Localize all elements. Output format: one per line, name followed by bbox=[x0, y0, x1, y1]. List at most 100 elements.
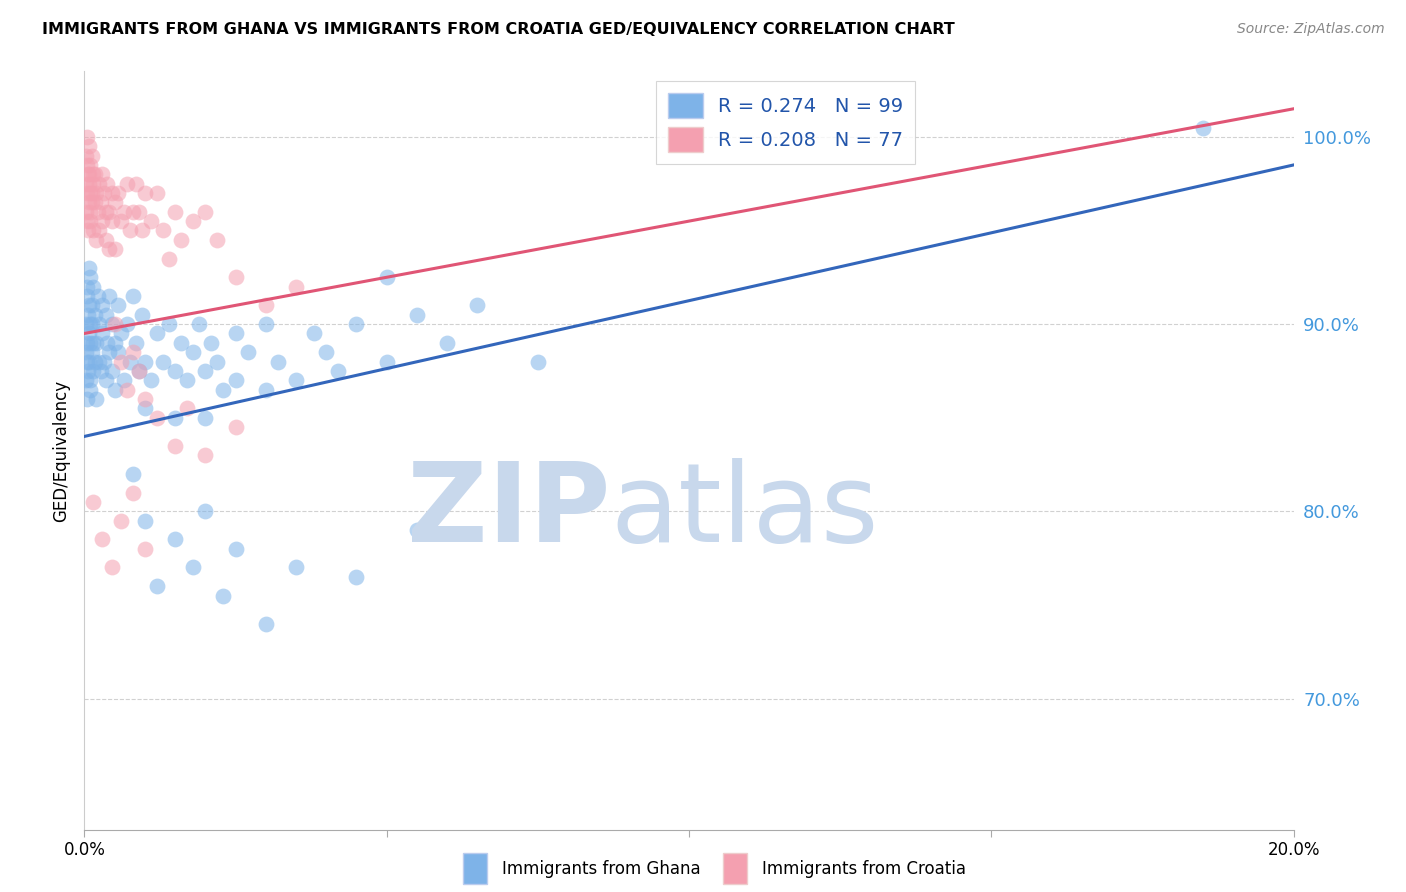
Point bbox=[91, 298, 114, 312]
Point bbox=[79, 158, 101, 172]
Point bbox=[79, 373, 101, 387]
Point bbox=[121, 289, 143, 303]
Point bbox=[104, 195, 127, 210]
Point bbox=[128, 364, 150, 378]
Point bbox=[90, 364, 112, 378]
Point bbox=[100, 317, 122, 331]
Point bbox=[125, 177, 148, 191]
Point bbox=[121, 204, 143, 219]
Point bbox=[212, 589, 235, 603]
Point bbox=[94, 373, 117, 387]
Point bbox=[254, 616, 277, 631]
Point bbox=[79, 204, 101, 219]
Point bbox=[89, 223, 111, 237]
Point bbox=[79, 383, 101, 397]
Point bbox=[76, 354, 98, 368]
Point bbox=[100, 560, 122, 574]
Point bbox=[97, 204, 120, 219]
Point bbox=[176, 401, 198, 416]
Point bbox=[181, 560, 204, 574]
Point bbox=[146, 186, 169, 200]
Y-axis label: GED/Equivalency: GED/Equivalency bbox=[52, 379, 70, 522]
Point bbox=[115, 177, 138, 191]
Point bbox=[225, 373, 247, 387]
Point bbox=[75, 177, 97, 191]
Point bbox=[121, 485, 143, 500]
Point bbox=[100, 186, 122, 200]
Point bbox=[100, 214, 122, 228]
Point bbox=[86, 392, 108, 406]
Point bbox=[104, 383, 127, 397]
Point bbox=[91, 214, 114, 228]
Point bbox=[77, 326, 100, 341]
Point bbox=[328, 364, 350, 378]
Point bbox=[80, 345, 103, 359]
Point bbox=[406, 523, 429, 537]
Point bbox=[94, 233, 117, 247]
Text: Source: ZipAtlas.com: Source: ZipAtlas.com bbox=[1237, 22, 1385, 37]
Point bbox=[181, 214, 204, 228]
Point bbox=[82, 279, 104, 293]
Point bbox=[75, 204, 97, 219]
Point bbox=[254, 298, 277, 312]
Point bbox=[77, 177, 100, 191]
Text: Immigrants from Croatia: Immigrants from Croatia bbox=[762, 860, 966, 878]
Text: ZIP: ZIP bbox=[406, 458, 610, 565]
Point bbox=[83, 195, 105, 210]
Point bbox=[236, 345, 259, 359]
Point bbox=[86, 289, 108, 303]
Point bbox=[77, 167, 100, 181]
Point bbox=[82, 167, 104, 181]
Point bbox=[107, 186, 129, 200]
Point bbox=[76, 186, 98, 200]
Point bbox=[94, 308, 117, 322]
Point bbox=[110, 214, 132, 228]
Point bbox=[139, 214, 162, 228]
Point bbox=[104, 335, 127, 350]
Point bbox=[96, 177, 118, 191]
Point bbox=[118, 223, 141, 237]
Point bbox=[77, 139, 100, 153]
Point bbox=[225, 420, 247, 434]
Point bbox=[254, 317, 277, 331]
Point bbox=[115, 317, 138, 331]
Point bbox=[146, 410, 169, 425]
Point bbox=[90, 195, 112, 210]
Point bbox=[82, 335, 104, 350]
Point bbox=[112, 373, 135, 387]
Point bbox=[91, 167, 114, 181]
Point bbox=[89, 177, 111, 191]
Point bbox=[96, 335, 118, 350]
Point bbox=[86, 186, 108, 200]
Point bbox=[170, 233, 193, 247]
Point bbox=[194, 448, 217, 462]
Point bbox=[104, 242, 127, 256]
Point bbox=[75, 317, 97, 331]
Point bbox=[86, 335, 108, 350]
Point bbox=[207, 354, 229, 368]
Point bbox=[200, 335, 222, 350]
Point bbox=[165, 204, 187, 219]
Point bbox=[86, 233, 108, 247]
Point bbox=[128, 204, 150, 219]
Point bbox=[146, 579, 169, 593]
Point bbox=[212, 383, 235, 397]
Point bbox=[82, 317, 104, 331]
Point bbox=[165, 364, 187, 378]
Point bbox=[302, 326, 325, 341]
Legend: R = 0.274   N = 99, R = 0.208   N = 77: R = 0.274 N = 99, R = 0.208 N = 77 bbox=[657, 81, 915, 164]
Point bbox=[75, 148, 97, 162]
Point bbox=[165, 439, 187, 453]
Point bbox=[91, 533, 114, 547]
Point bbox=[84, 167, 107, 181]
Point bbox=[77, 195, 100, 210]
Point bbox=[104, 317, 127, 331]
Point bbox=[79, 186, 101, 200]
Point bbox=[93, 354, 115, 368]
Point bbox=[131, 308, 153, 322]
Text: IMMIGRANTS FROM GHANA VS IMMIGRANTS FROM CROATIA GED/EQUIVALENCY CORRELATION CHA: IMMIGRANTS FROM GHANA VS IMMIGRANTS FROM… bbox=[42, 22, 955, 37]
Point bbox=[194, 410, 217, 425]
Point bbox=[94, 204, 117, 219]
Point bbox=[100, 364, 122, 378]
Point bbox=[128, 364, 150, 378]
